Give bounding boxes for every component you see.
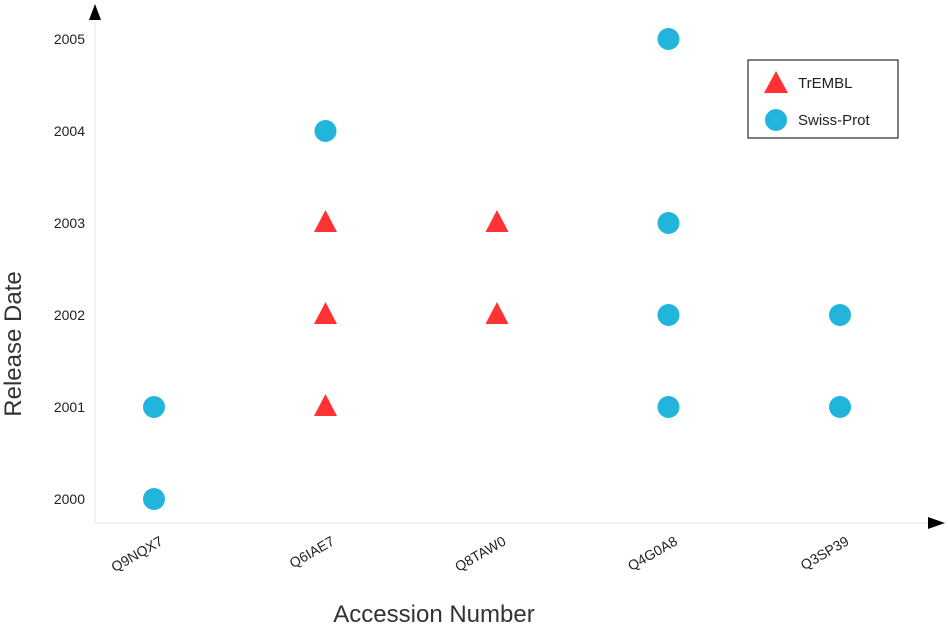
legend-box	[747, 59, 899, 139]
swiss-prot-point	[314, 120, 337, 142]
y-axis-arrow	[89, 4, 101, 20]
trembl-point	[314, 210, 337, 232]
x-axis-title: Accession Number	[333, 601, 534, 625]
y-tick-label: 2000	[54, 491, 85, 507]
legend-swissprot-marker	[765, 109, 787, 131]
swiss-prot-point	[657, 396, 680, 418]
legend-trembl-label: TrEMBL	[798, 75, 852, 92]
x-tick-label: Q9NQX7	[108, 533, 165, 575]
data-points	[143, 28, 851, 510]
swiss-prot-point	[657, 212, 680, 234]
trembl-point	[485, 302, 509, 324]
legend: TrEMBL Swiss-Prot	[747, 59, 899, 139]
legend-swissprot-label: Swiss-Prot	[798, 112, 871, 129]
swiss-prot-point	[829, 304, 851, 326]
y-tick-label: 2002	[54, 307, 85, 323]
trembl-point	[485, 210, 509, 232]
x-tick-label: Q3SP39	[798, 533, 852, 573]
y-tick-label: 2001	[54, 399, 85, 415]
swiss-prot-point	[657, 28, 680, 50]
y-axis-title: Release Date	[0, 271, 27, 416]
x-tick-label: Q8TAW0	[452, 533, 509, 575]
x-tick-labels: Q9NQX7 Q6IAE7 Q8TAW0 Q4G0A8 Q3SP39	[108, 533, 851, 575]
x-tick-label: Q4G0A8	[625, 533, 680, 574]
swiss-prot-point	[657, 304, 680, 326]
x-tick-label: Q6IAE7	[287, 533, 338, 571]
trembl-point	[314, 302, 337, 324]
y-tick-labels: 2000 2001 2002 2003 2004 2005	[54, 31, 85, 507]
swiss-prot-point	[829, 396, 851, 418]
y-tick-label: 2003	[54, 215, 85, 231]
trembl-point	[314, 394, 337, 416]
swiss-prot-point	[143, 488, 165, 510]
y-tick-label: 2004	[54, 123, 85, 139]
legend-trembl-marker	[764, 71, 788, 93]
x-axis-arrow	[928, 517, 945, 529]
y-tick-label: 2005	[54, 31, 85, 47]
swiss-prot-point	[143, 396, 165, 418]
